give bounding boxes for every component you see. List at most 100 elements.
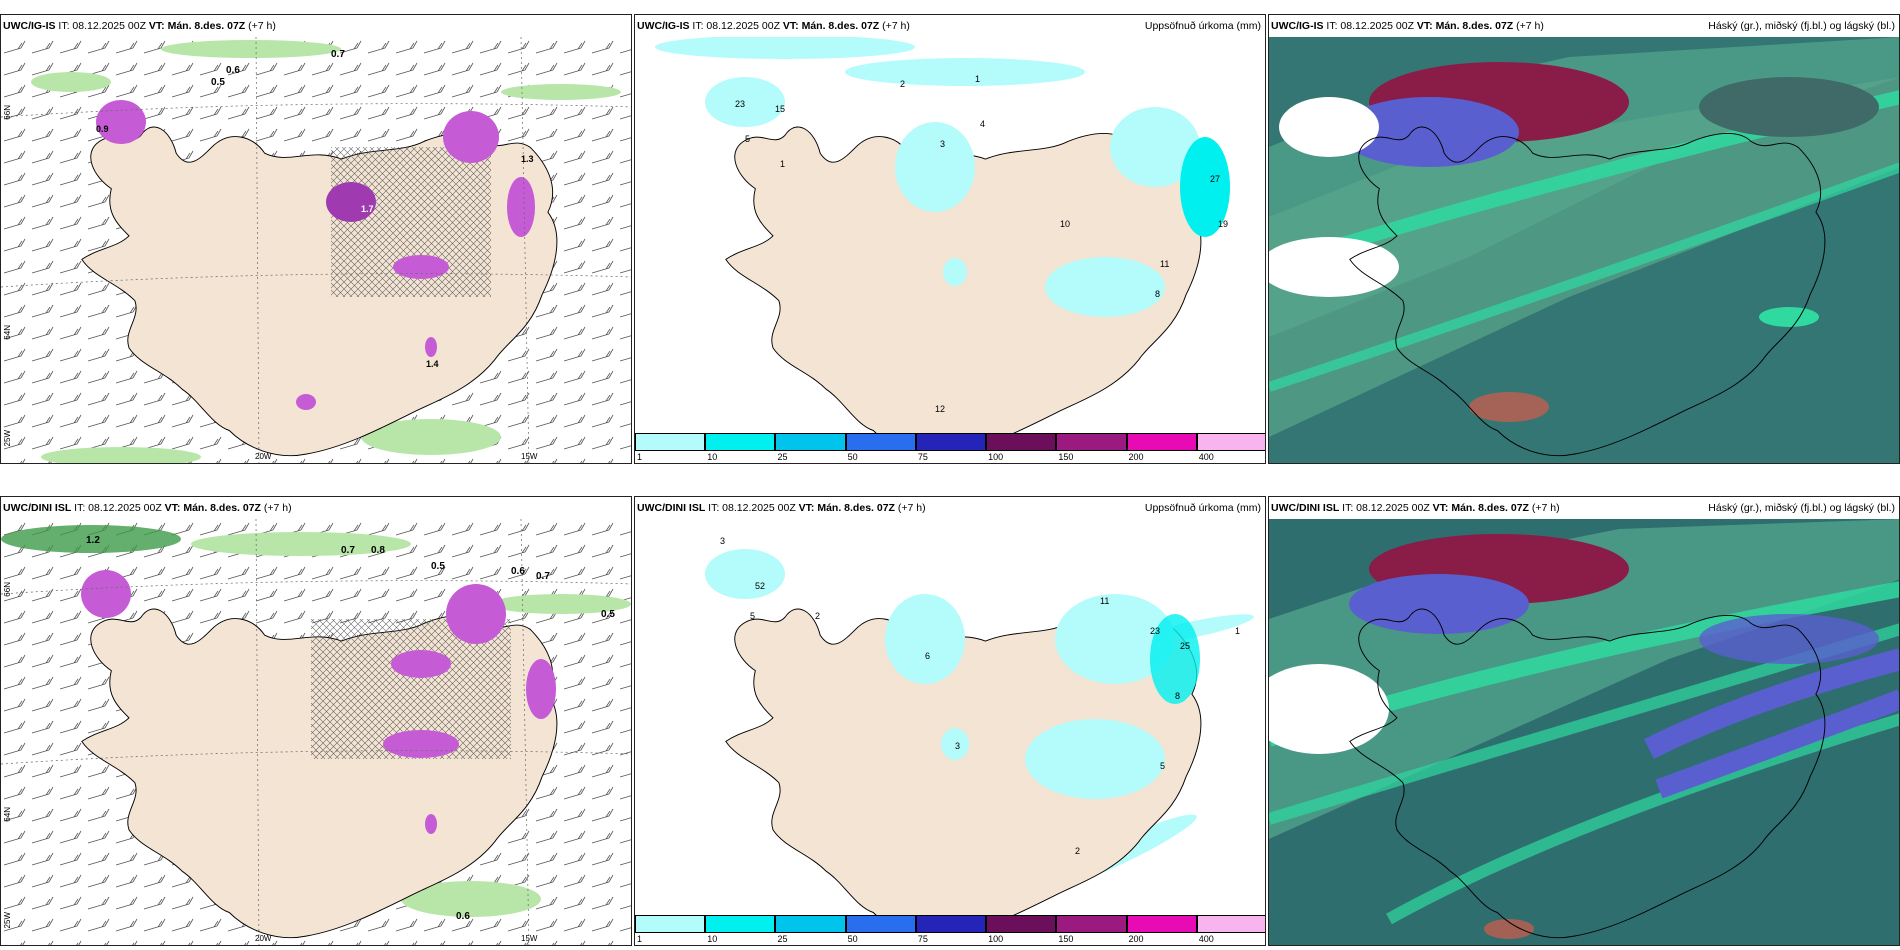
model-name: UWC/DINI ISL	[3, 502, 72, 514]
lat-label-64n: 64N	[3, 807, 12, 822]
colorbar-tick-label: 1	[637, 934, 643, 944]
snow-value: 0.7	[331, 49, 345, 60]
snow-value: 0.7	[536, 571, 550, 582]
lead-time: (+7 h)	[1531, 502, 1560, 514]
valid-time: Mán. 8.des. 07Z	[817, 502, 895, 514]
snow-value: 0.6	[511, 566, 525, 577]
precip-value: 6	[925, 651, 930, 661]
valid-time: Mán. 8.des. 07Z	[1451, 502, 1529, 514]
precip-value: 3	[940, 139, 945, 149]
lon-label-15w: 15W	[521, 934, 538, 943]
snow-value: 1.7	[361, 204, 374, 214]
colorbar-segment	[705, 915, 776, 933]
snow-value: 1.4	[426, 359, 439, 369]
valid-time: Mán. 8.des. 07Z	[1435, 20, 1514, 32]
precip-value: 8	[1175, 691, 1180, 701]
lat-label-66n: 66N	[3, 105, 12, 120]
init-time: IT: 08.12.2025 00Z	[708, 502, 796, 514]
panel-clouds-bottom: UWC/DINI ISL IT: 08.12.2025 00Z VT: Mán.…	[1268, 496, 1900, 946]
panel-title: Háský (gr.), miðský (fj.bl.) og lágský (…	[1708, 20, 1895, 32]
snow-map: 0.6 0.5 0.7 0.9 1.3 1.7 1.4	[1, 37, 631, 463]
valid-label: VT:	[148, 20, 165, 32]
precip-value: 25	[1180, 641, 1190, 651]
model-name: UWC/IG-IS	[3, 20, 56, 32]
panel-header: UWC/IG-IS IT: 08.12.2025 00Z VT: Mán. 8.…	[1269, 15, 1899, 37]
panel-title: Háský (gr.), miðský (fj.bl.) og lágský (…	[1708, 502, 1895, 514]
lead-time: (+7 h)	[263, 502, 292, 514]
snow-value: 0.8	[371, 545, 385, 556]
colorbar-tick-label: 75	[917, 934, 928, 944]
colorbar-segment	[1126, 433, 1197, 451]
panel-header: UWC/DINI ISL IT: 08.12.2025 00Z VT: Mán.…	[635, 497, 1265, 519]
colorbar-segment	[1056, 915, 1127, 933]
colorbar: 1 10 25 50 75 100 150 200 400	[635, 915, 1265, 945]
lon-label-20w: 20W	[255, 934, 272, 943]
snow-map: 1.2 0.7 0.8 0.5 0.6 0.7 0.5 0.6	[1, 519, 631, 945]
snow-value: 0.6	[456, 911, 470, 922]
precip-value: 5	[1160, 761, 1165, 771]
colorbar-segment	[635, 915, 706, 933]
panel-header: UWC/DINI ISL IT: 08.12.2025 00Z VT: Mán.…	[1, 497, 631, 519]
snow-value: 0.7	[341, 545, 355, 556]
snow-value: 0.9	[96, 124, 109, 134]
lon-label-15w: 15W	[521, 452, 538, 461]
precip-value: 1	[975, 74, 980, 84]
snow-value: 0.5	[431, 561, 445, 572]
precip-value: 27	[1210, 174, 1220, 184]
init-time: IT: 08.12.2025 00Z	[74, 502, 162, 514]
valid-label: VT:	[782, 20, 799, 32]
panel-clouds-top: UWC/IG-IS IT: 08.12.2025 00Z VT: Mán. 8.…	[1268, 14, 1900, 464]
lead-time: (+7 h)	[882, 20, 910, 32]
lon-label-25w: 25W	[3, 912, 12, 929]
lead-time: (+7 h)	[248, 20, 276, 32]
precip-value: 5	[750, 611, 755, 621]
precip-value: 19	[1218, 219, 1228, 229]
colorbar-tick-label: 10	[707, 452, 718, 462]
valid-label: VT:	[1432, 502, 1449, 514]
snow-value: 1.3	[521, 154, 534, 164]
precip-value: 52	[755, 581, 765, 591]
valid-label: VT:	[164, 502, 181, 514]
colorbar-segment	[1056, 433, 1127, 451]
precip-value: 12	[935, 404, 945, 414]
panel-precip-top: UWC/IG-IS IT: 08.12.2025 00Z VT: Mán. 8.…	[634, 14, 1266, 464]
valid-label: VT:	[798, 502, 815, 514]
colorbar-segment	[915, 915, 987, 933]
precip-value: 11	[1100, 596, 1109, 606]
panel-title: Uppsöfnuð úrkoma (mm)	[1144, 502, 1261, 514]
precip-value: 2	[900, 79, 905, 89]
cloud-map	[1269, 37, 1899, 463]
colorbar-segment	[775, 433, 846, 451]
panel-header: UWC/IG-IS IT: 08.12.2025 00Z VT: Mán. 8.…	[635, 15, 1265, 37]
colorbar: 1 10 25 50 75 100 150 200 400	[635, 433, 1265, 463]
valid-label: VT:	[1416, 20, 1433, 32]
panel-snow-top: UWC/IG-IS IT: 08.12.2025 00Z VT: Mán. 8.…	[0, 14, 632, 464]
precip-value: 23	[735, 99, 745, 109]
model-name: UWC/IG-IS	[637, 20, 690, 32]
panel-header: UWC/DINI ISL IT: 08.12.2025 00Z VT: Mán.…	[1269, 497, 1899, 519]
model-name: UWC/DINI ISL	[1271, 502, 1340, 514]
colorbar-tick-label: 400	[1198, 934, 1214, 944]
panel-header: UWC/IG-IS IT: 08.12.2025 00Z VT: Mán. 8.…	[1, 15, 631, 37]
colorbar-segment	[635, 433, 706, 451]
precip-value: 10	[1060, 219, 1070, 229]
panel-title: Uppsöfnuð úrkoma (mm)	[1144, 20, 1261, 32]
valid-time: Mán. 8.des. 07Z	[801, 20, 880, 32]
panel-precip-bottom: UWC/DINI ISL IT: 08.12.2025 00Z VT: Mán.…	[634, 496, 1266, 946]
colorbar-segment	[915, 433, 987, 451]
colorbar-segment	[845, 433, 916, 451]
lon-label-25w: 25W	[3, 430, 12, 447]
panel-snow-bottom: UWC/DINI ISL IT: 08.12.2025 00Z VT: Mán.…	[0, 496, 632, 946]
colorbar-segment	[1196, 915, 1265, 933]
snow-value: 0.6	[226, 65, 240, 76]
init-time: IT: 08.12.2025 00Z	[1326, 20, 1414, 32]
precip-value: 23	[1150, 626, 1160, 636]
valid-time: Mán. 8.des. 07Z	[167, 20, 246, 32]
colorbar-segment	[845, 915, 916, 933]
colorbar-segment	[705, 433, 776, 451]
snow-value: 0.5	[601, 609, 615, 620]
snow-value: 1.2	[86, 535, 100, 546]
lead-time: (+7 h)	[897, 502, 926, 514]
precip-map: 2 1 23 15 5 1 3 4 10 27 19 11 8 12	[635, 37, 1265, 435]
precip-value: 2	[815, 611, 820, 621]
